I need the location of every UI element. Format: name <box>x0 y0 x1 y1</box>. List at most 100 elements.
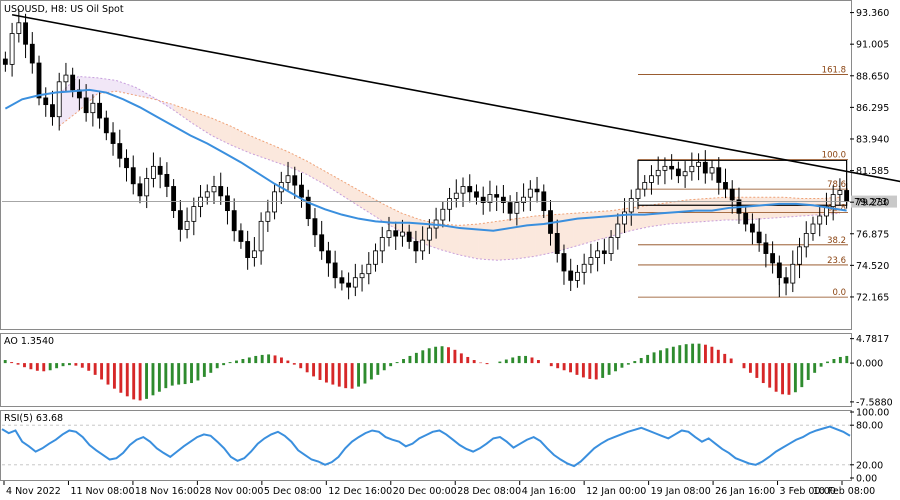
candle-body <box>9 33 15 65</box>
candle-body <box>379 237 385 252</box>
cloud-segment <box>763 197 783 219</box>
candle-body <box>487 194 493 203</box>
time-tick-label: 4 Nov 2022 <box>6 486 61 497</box>
candle-body <box>218 186 224 197</box>
cloud-span-b <box>58 75 840 261</box>
candle-body <box>292 175 298 186</box>
candle-body <box>568 270 574 281</box>
candle-body <box>332 262 338 279</box>
candle-body <box>743 212 749 225</box>
price-axis[interactable]: 93.360 91.005 88.650 86.295 83.940 81.585 79.2… <box>850 8 889 303</box>
fib-level-label: 100.0 <box>822 151 846 161</box>
time-tick-label: 12 Dec 16:00 <box>328 486 392 497</box>
ao-tick-label: 4.7817 <box>856 334 889 345</box>
time-tick-label: 20 Dec 00:00 <box>393 486 457 497</box>
candle-body <box>810 223 816 234</box>
main-panel-frame <box>0 0 852 330</box>
candle-body <box>837 190 843 195</box>
rsi-tick-label: 80.00 <box>856 421 883 432</box>
candle-body <box>406 231 412 242</box>
candle-body <box>151 165 156 179</box>
candle-body <box>36 62 42 99</box>
ao-tick-label: -7.5880 <box>856 397 893 408</box>
cloud-segment <box>649 202 669 227</box>
rsi-panel-frame <box>0 410 852 481</box>
candle-body <box>534 188 540 193</box>
time-tick-label: 3 Feb 00:00 <box>780 486 836 497</box>
rsi-line: 100.00 80.00 20.00 0.00 <box>1 408 889 485</box>
candle-body <box>325 250 331 264</box>
time-tick-label: 19 Jan 08:00 <box>651 486 711 497</box>
candle-body <box>103 117 109 134</box>
candle-body <box>386 230 392 238</box>
candle-body <box>749 223 755 233</box>
ao-label: AO 1.3540 <box>4 336 54 347</box>
candle-body <box>830 194 836 207</box>
candle-body <box>655 169 661 177</box>
cloud-segment <box>287 151 307 175</box>
price-tick-label: 86.295 <box>856 103 889 114</box>
candle-body <box>225 195 230 212</box>
cloud-segment <box>363 193 383 222</box>
fib-level-label: 161.8 <box>822 65 846 75</box>
candle-body <box>305 196 311 220</box>
price-tag-text: 79.273 <box>854 197 887 208</box>
candle-body <box>797 246 802 265</box>
candle-body <box>756 231 762 244</box>
candle-body <box>339 277 345 284</box>
cloud-segment <box>230 126 250 153</box>
candle-body <box>83 97 89 114</box>
candle-body <box>554 233 560 254</box>
candle-body <box>238 230 244 242</box>
price-tick-label: 81.585 <box>856 166 889 177</box>
time-tick-label: 28 Nov 00:00 <box>199 486 263 497</box>
candle-body <box>420 239 426 252</box>
cloud-segment <box>440 224 460 255</box>
candle-body <box>776 262 782 279</box>
candle-body <box>251 250 257 258</box>
cloud-segment <box>516 215 536 259</box>
rsi-tick-label: 0.00 <box>856 474 877 485</box>
cloud-segment <box>135 87 155 100</box>
price-tick-label: 72.165 <box>856 292 889 303</box>
candle-body <box>177 210 183 230</box>
candle-body <box>770 253 776 264</box>
candle-body <box>601 250 607 254</box>
price-tick-label: 91.005 <box>856 40 889 51</box>
cloud-segment <box>801 198 821 216</box>
candle-body <box>507 202 513 214</box>
candle-body <box>413 241 419 252</box>
price-tick-label: 74.520 <box>856 261 889 272</box>
time-tick-label: 4 Jan 16:00 <box>522 486 576 497</box>
cloud-segment <box>325 171 345 198</box>
candle-body <box>467 186 473 193</box>
candle-body <box>608 237 614 254</box>
candle-body <box>2 58 8 65</box>
cloud-segment <box>611 207 631 237</box>
candle-body <box>682 171 688 177</box>
price-tick-label: 83.940 <box>856 134 889 145</box>
candle-body <box>480 196 486 203</box>
candle-body <box>716 167 722 183</box>
trendline[interactable] <box>11 13 900 188</box>
cloud-span-a <box>58 90 840 226</box>
ichimoku-cloud <box>58 75 840 261</box>
candle-body <box>615 223 621 238</box>
candle-body <box>90 102 96 114</box>
price-tick-label: 93.360 <box>856 8 889 19</box>
candle-body <box>642 182 648 190</box>
time-tick-label: 12 Jan 00:00 <box>586 486 646 497</box>
candle-body <box>164 173 170 187</box>
candle-body <box>352 277 358 288</box>
time-axis[interactable]: 4 Nov 2022 11 Nov 08:00 18 Nov 16:00 28 Nov… <box>3 481 875 497</box>
candlesticks <box>2 8 850 300</box>
candle-body <box>527 188 533 198</box>
candle-body <box>561 253 567 272</box>
candle-body <box>56 81 62 118</box>
candle-body <box>204 191 210 198</box>
ao-tick-label: 0.000 <box>856 359 883 370</box>
candle-body <box>184 220 190 230</box>
